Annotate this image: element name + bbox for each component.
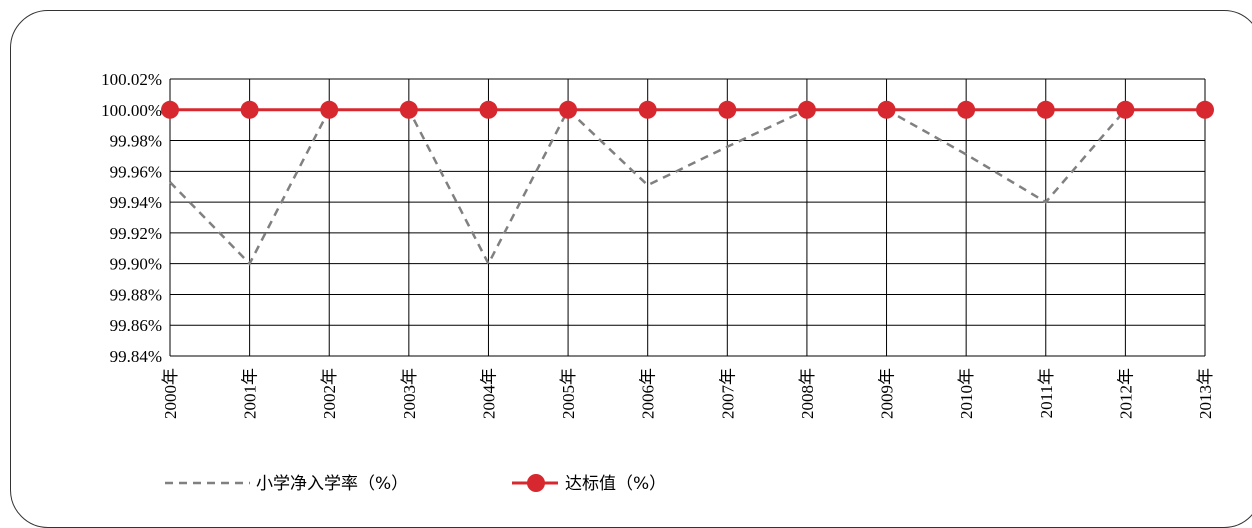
target-point — [399, 100, 418, 119]
x-tick-label: 2001年 — [241, 368, 260, 419]
target-point — [559, 100, 578, 119]
x-tick-label: 2003年 — [400, 368, 419, 419]
y-tick-label: 99.94% — [110, 193, 162, 212]
legend-marker-target — [527, 474, 545, 492]
target-point — [638, 100, 657, 119]
y-tick-label: 99.90% — [110, 255, 162, 274]
y-tick-label: 100.00% — [101, 101, 162, 120]
y-tick-label: 99.86% — [110, 316, 162, 335]
x-tick-label: 2004年 — [479, 368, 498, 419]
target-point — [240, 100, 259, 119]
legend-label-target: 达标值（%） — [565, 474, 666, 494]
y-tick-label: 99.92% — [110, 224, 162, 243]
x-tick-label: 2010年 — [957, 368, 976, 419]
y-tick-label: 100.02% — [101, 70, 162, 89]
x-axis-ticks: 2000年 2001年 2002年 2003年 2004年 2005年 2006年 2007年… — [161, 368, 1215, 419]
x-tick-label: 2002年 — [320, 368, 339, 419]
y-tick-label: 99.88% — [110, 285, 162, 304]
series-group — [161, 100, 1214, 267]
x-tick-label: 2013年 — [1196, 368, 1215, 419]
y-tick-label: 99.84% — [110, 347, 162, 366]
series-line-net-enrollment — [169, 107, 1205, 267]
x-tick-label: 2005年 — [559, 368, 578, 419]
y-tick-label: 99.98% — [110, 132, 162, 151]
target-point — [1196, 100, 1214, 119]
x-tick-label: 2000年 — [161, 368, 180, 419]
x-tick-label: 2007年 — [718, 368, 737, 419]
y-tick-label: 99.96% — [110, 162, 162, 181]
y-axis-ticks: 100.02% 100.00% 99.98% 99.96% 99.94% 99.92% 99… — [101, 70, 162, 366]
target-point — [718, 100, 737, 119]
legend: 小学净入学率（%） 达标值（%） — [165, 474, 666, 494]
target-point — [957, 100, 976, 119]
x-tick-label: 2008年 — [798, 368, 817, 419]
x-tick-label: 2012年 — [1116, 368, 1135, 419]
x-tick-label: 2006年 — [639, 368, 658, 419]
target-point — [1036, 100, 1055, 119]
grid — [169, 78, 1206, 357]
target-point — [161, 100, 179, 119]
x-tick-label: 2009年 — [878, 368, 897, 419]
legend-label-net-enrollment: 小学净入学率（%） — [256, 474, 408, 494]
target-point — [320, 100, 339, 119]
target-point — [797, 100, 816, 119]
x-tick-label: 2011年 — [1037, 368, 1056, 418]
target-point — [479, 100, 498, 119]
target-point — [877, 100, 896, 119]
target-point — [1116, 100, 1135, 119]
